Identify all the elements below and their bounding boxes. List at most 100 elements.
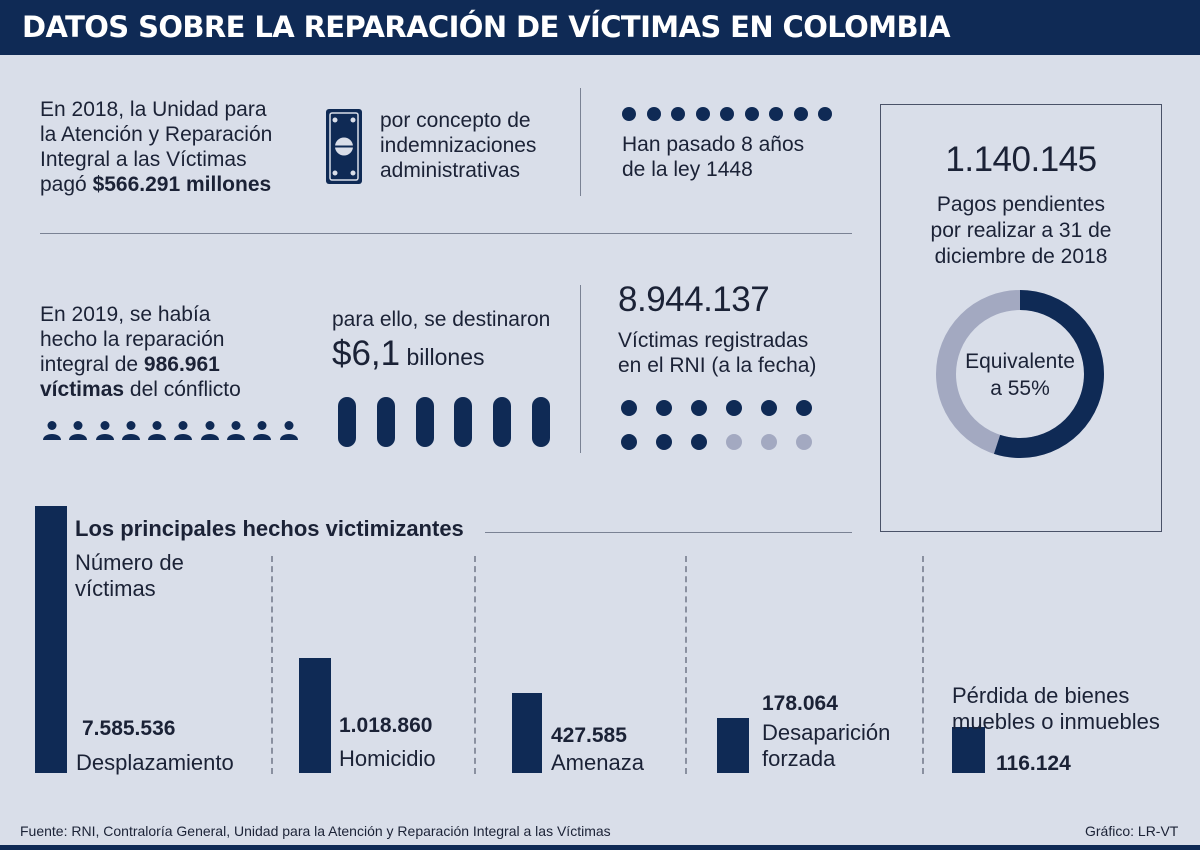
pending-payments-box xyxy=(880,104,1162,532)
person-icon xyxy=(42,420,62,440)
registered-dot-filled xyxy=(656,400,672,416)
pending-text-line: diciembre de 2018 xyxy=(934,245,1108,268)
payments-text-line: la Atención y Reparación xyxy=(40,123,273,146)
registered-dot-filled xyxy=(621,434,637,450)
registered-dot-light xyxy=(761,434,777,450)
person-icon xyxy=(173,420,193,440)
money-bill-icon xyxy=(326,109,362,184)
bar-category-label: Homicidio xyxy=(339,746,436,772)
footer-source: Fuente: RNI, Contraloría General, Unidad… xyxy=(20,823,611,839)
bar-category-label-line: Desaparición xyxy=(762,720,891,745)
payments-2018-text: En 2018, la Unidad para la Atención y Re… xyxy=(40,97,320,197)
concept-text-line: por concepto de xyxy=(380,109,531,132)
repaired-count: 986.961 xyxy=(143,353,220,376)
footer-credit: Gráfico: LR-VT xyxy=(1085,823,1179,839)
bar-category-label-line: Amenaza xyxy=(551,750,644,775)
bar-category-label: Pérdida de bienes muebles o inmuebles xyxy=(952,683,1160,735)
registered-dots xyxy=(621,400,831,450)
pending-text-line: por realizar a 31 de xyxy=(930,219,1112,242)
bar-category-label: Amenaza xyxy=(551,750,644,776)
years-text-line: Han pasado 8 años xyxy=(622,133,805,156)
payments-text-line: En 2018, la Unidad para xyxy=(40,98,267,121)
page-title: DATOS SOBRE LA REPARACIÓN DE VÍCTIMAS EN… xyxy=(22,10,951,44)
bar-category-label-line: forzada xyxy=(762,746,836,771)
person-icon xyxy=(226,420,246,440)
billion-pill xyxy=(415,397,434,447)
registered-text-line: Víctimas registradas xyxy=(618,329,809,352)
chart-title: Los principales hechos victimizantes xyxy=(75,516,464,541)
year-dot xyxy=(818,107,832,121)
person-icon xyxy=(200,420,220,440)
year-dot xyxy=(695,107,710,121)
pending-number: 1.140.145 xyxy=(945,140,1097,179)
chart-title-rule xyxy=(485,532,852,533)
payments-text-line: Integral a las Víctimas xyxy=(40,148,247,171)
repaired-text-line: En 2019, se había xyxy=(40,303,211,326)
registered-dot-filled xyxy=(656,434,672,450)
bar-category-label-line: muebles o inmuebles xyxy=(952,709,1160,734)
repaired-text: En 2019, se había hecho la reparación in… xyxy=(40,302,310,402)
registered-dot-filled xyxy=(621,400,637,416)
registered-total: 8.944.137 xyxy=(618,280,770,319)
allocation-amount: $6,1 billones xyxy=(332,334,485,373)
years-text-line: de la ley 1448 xyxy=(622,158,753,181)
concept-text-line: administrativas xyxy=(380,159,521,182)
chart-ylabel: Número de víctimas xyxy=(75,550,184,601)
billion-pill xyxy=(454,397,473,447)
person-icon xyxy=(68,420,88,440)
registered-dot-filled xyxy=(761,400,777,416)
year-dot xyxy=(622,107,636,121)
registered-dot-filled xyxy=(726,400,742,416)
pending-text-line: Pagos pendientes xyxy=(936,193,1106,216)
years-text: Han pasado 8 años de la ley 1448 xyxy=(622,132,842,182)
bar-value-label: 1.018.860 xyxy=(339,714,433,737)
year-dot xyxy=(720,107,734,121)
repaired-text-line: víctimas del cónflicto xyxy=(40,378,241,401)
person-icon xyxy=(147,420,167,440)
registered-dot-light xyxy=(796,434,812,450)
bar-value-label: 7.585.536 xyxy=(82,717,176,740)
horizontal-divider xyxy=(40,233,852,234)
concept-text: por concepto de indemnizaciones administ… xyxy=(380,108,580,183)
pending-donut-chart xyxy=(936,290,1104,458)
chart-separator xyxy=(922,556,924,774)
allocation-intro: para ello, se destinaron xyxy=(332,308,551,331)
donut-label-line: Equivalente xyxy=(965,350,1075,373)
repaired-text-line: integral de 986.961 xyxy=(40,353,220,376)
year-dot xyxy=(793,107,808,121)
donut-filled-arc xyxy=(936,290,1104,458)
billion-pills xyxy=(338,397,550,447)
bar-category-label: Desplazamiento xyxy=(76,750,234,776)
paid-amount: $566.291 millones xyxy=(92,173,272,196)
billion-pill xyxy=(376,397,395,447)
chart-bar xyxy=(299,658,331,773)
chart-bar xyxy=(952,727,985,773)
chart-bar xyxy=(512,693,542,773)
donut-label-line: a 55% xyxy=(990,377,1050,400)
registered-dot-light xyxy=(726,434,742,450)
vertical-divider xyxy=(580,285,581,453)
person-icon xyxy=(279,420,299,440)
year-dot xyxy=(671,107,685,121)
bar-value-label: 116.124 xyxy=(996,752,1071,775)
header-bar xyxy=(0,0,1200,55)
bar-category-label: Desaparición forzada xyxy=(762,720,890,772)
bar-value-label: 178.064 xyxy=(762,692,838,715)
year-dot xyxy=(769,107,783,121)
chart-bar xyxy=(717,718,749,773)
pending-text: Pagos pendientes por realizar a 31 de di… xyxy=(880,192,1162,270)
billion-pill xyxy=(493,397,512,447)
bar-value-label: 427.585 xyxy=(551,724,627,747)
bar-category-label-line: Desplazamiento xyxy=(76,750,234,775)
bar-category-label-line: Pérdida de bienes xyxy=(952,683,1130,708)
registered-text-line: en el RNI (a la fecha) xyxy=(618,354,817,377)
registered-text: Víctimas registradas en el RNI (a la fec… xyxy=(618,328,848,378)
people-icons xyxy=(42,420,298,445)
chart-bar xyxy=(35,506,67,773)
chart-separator xyxy=(271,556,273,774)
registered-dot-filled xyxy=(691,400,707,416)
chart-separator xyxy=(685,556,687,774)
years-dots xyxy=(622,107,832,121)
year-dot xyxy=(744,107,759,121)
payments-text-line: pagó $566.291 millones xyxy=(40,173,272,196)
